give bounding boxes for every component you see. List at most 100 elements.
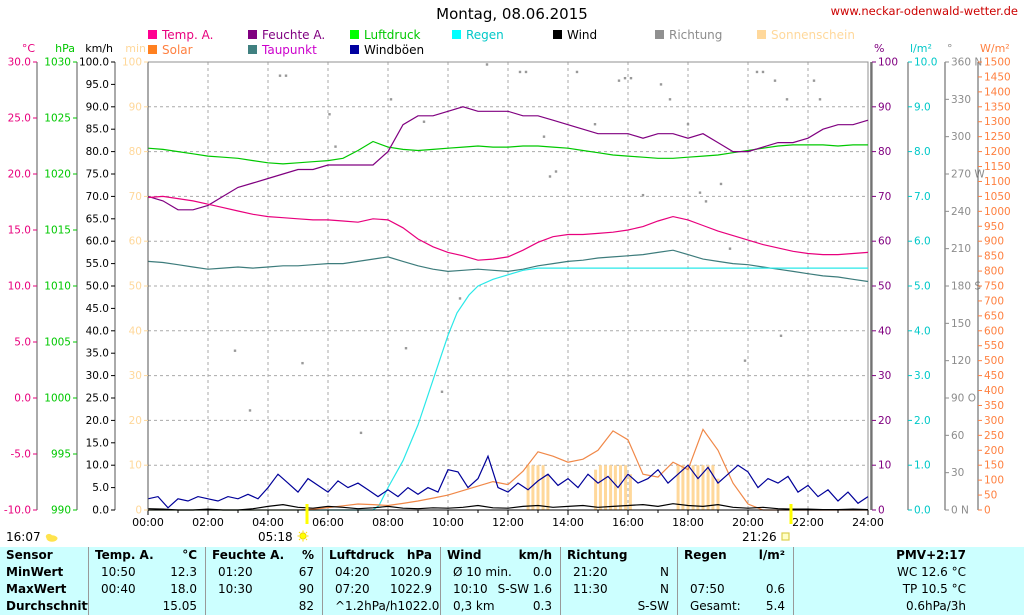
cell-time: Gesamt: [690,599,741,613]
table-row: 07:50 0.6 [678,581,793,598]
table-row: 04:20 1020.9 [323,564,440,581]
svg-text:40: 40 [878,325,891,337]
svg-text:995: 995 [51,449,71,461]
svg-text:60: 60 [951,430,964,442]
page-title: Montag, 08.06.2015 [436,5,588,23]
svg-text:20:00: 20:00 [732,516,764,529]
svg-text:1.0: 1.0 [914,460,931,472]
svg-text:240: 240 [951,206,971,218]
cell-value: 82 [298,599,314,613]
windb-en-swatch-icon [350,45,359,54]
svg-text:35.0: 35.0 [86,348,109,360]
svg-text:270 W: 270 W [951,169,985,181]
svg-text:90 O: 90 O [951,393,976,405]
series-temp-a [147,195,869,261]
cell-value: 15.05 [162,599,197,613]
legend-label: Windböen [364,43,425,57]
svg-text:50: 50 [878,281,891,293]
svg-text:0: 0 [878,505,885,517]
svg-text:30: 30 [129,370,142,382]
wind-swatch-icon [553,30,562,39]
table-row: 01:20 67 [206,564,322,581]
svg-text:100: 100 [878,57,898,69]
weather-chart: 00:00 02:00 04:00 06:00 08:00 10:00 12:00 14:00… [4,42,1011,529]
svg-text:20: 20 [878,415,891,427]
svg-text:06:00: 06:00 [312,516,344,529]
cell-time: 07:50 [690,582,725,596]
cell-value: 1020.9 [390,565,432,579]
legend-label: Temp. A. [162,28,214,42]
table-section-feuchte-a: Feuchte A.% 01:20 67 10:30 90 82 [205,547,322,615]
svg-text:10.0: 10.0 [86,460,109,472]
axis-rain: l/m² 10.0 9.0 8.0 7.0 6.0 5.0 4.0 3.0 2.0 1.0 0.0 [907,42,937,517]
svg-text:10.0: 10.0 [8,281,31,293]
svg-text:100.0: 100.0 [79,57,109,69]
svg-text:15.0: 15.0 [86,437,109,449]
table-section-temp-a: Temp. A. °C 10:50 12.3 00:40 18.0 15.05 [88,547,205,615]
svg-text:min: min [125,42,146,55]
svg-text:700: 700 [984,295,1004,307]
svg-text:65.0: 65.0 [86,213,109,225]
svg-text:400: 400 [984,385,1004,397]
cell-time: 21:20 [573,565,608,579]
summary-table: Sensor MinWert MaxWert Durchschnitt Temp. A.… [0,547,1024,615]
svg-text:km/h: km/h [85,42,113,55]
table-row: ^1.2hPa/h 1022.0 [323,598,440,615]
legend-item-temp-a: Temp. A. [148,29,213,42]
svg-text:0: 0 [135,505,142,517]
svg-text:1200: 1200 [984,146,1011,158]
table-row: 10:30 90 [206,581,322,598]
svg-text:0.0: 0.0 [92,505,109,517]
cell-value: S-SW [637,599,669,613]
legend-item-regen: Regen [452,29,504,42]
table-row: 10:10 S-SW 1.6 [441,581,560,598]
legend-item-richtung: Richtung [655,29,722,42]
svg-text:450: 450 [984,370,1004,382]
legend-item-solar: Solar [148,44,193,57]
svg-text:1015: 1015 [44,225,71,237]
cell-time: 10:10 [453,582,488,596]
cell-value: 0.6hPa/3h [905,599,966,613]
table-row: S-SW [561,598,677,615]
cell-time: 07:20 [335,582,370,596]
cell-value: 0.6 [765,582,785,596]
svg-text:12:00: 12:00 [492,516,524,529]
svg-text:10:00: 10:00 [432,516,464,529]
table-row: Gesamt: 5.4 [678,598,793,615]
table-row: 21:20 N [561,564,677,581]
svg-text:80: 80 [129,146,142,158]
svg-text:120: 120 [951,355,971,367]
svg-text:8.0: 8.0 [914,146,931,158]
svg-text:10: 10 [129,460,142,472]
svg-text:30: 30 [878,370,891,382]
table-row: 00:40 18.0 [89,581,205,598]
svg-text:1500: 1500 [984,57,1011,69]
svg-text:l/m²: l/m² [910,42,932,55]
series-feuchte-a [147,106,869,211]
table-row: 10:50 12.3 [89,564,205,581]
legend-label: Taupunkt [262,43,317,57]
svg-text:0.0: 0.0 [14,393,31,405]
feuchte-a-swatch-icon [248,30,257,39]
grid [148,62,868,510]
cell-value: 1022.9 [390,582,432,596]
svg-text:1350: 1350 [984,101,1011,113]
legend-label: Feuchte A. [262,28,326,42]
svg-text:W/m²: W/m² [980,42,1010,55]
svg-text:330: 330 [951,94,971,106]
table-row: TP 10.5 °C [794,581,1024,598]
moonrise-time: 16:07 [6,530,41,544]
svg-text:800: 800 [984,266,1004,278]
moonrise-label: 16:07 [6,530,59,544]
cell-value: 0.3 [532,599,552,613]
svg-text:1300: 1300 [984,116,1011,128]
svg-text:20: 20 [129,415,142,427]
svg-text:4.0: 4.0 [914,325,931,337]
cell-time: 0,3 km [453,599,495,613]
table-row: 0.6hPa/3h [794,598,1024,615]
website-link[interactable]: www.neckar-odenwald-wetter.de [830,4,1018,18]
table-row: 11:30 N [561,581,677,598]
svg-text:100: 100 [984,475,1004,487]
